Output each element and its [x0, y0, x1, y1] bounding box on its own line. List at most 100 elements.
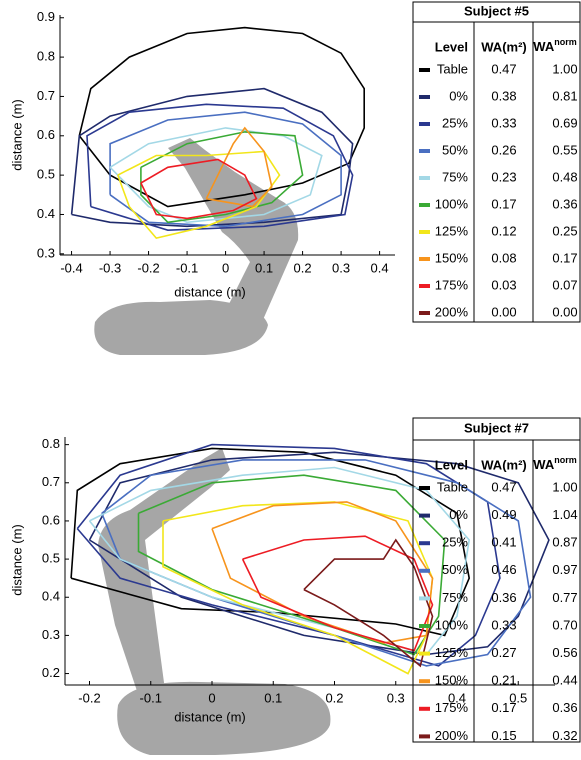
legend-swatch	[419, 679, 430, 684]
legend-label: 200%	[435, 728, 469, 743]
table-cell: 0.69	[552, 115, 577, 130]
table-cell: 0.38	[491, 88, 516, 103]
legend-swatch	[419, 176, 430, 180]
table-header: WAnorm	[533, 37, 576, 54]
x-tick-label: 0.2	[294, 260, 312, 275]
y-axis-label: distance (m)	[9, 524, 24, 596]
table-cell: 0.33	[491, 115, 516, 130]
y-tick-label: 0.7	[42, 474, 60, 489]
y-tick-label: 0.7	[37, 88, 55, 103]
table-cell: 0.81	[552, 88, 577, 103]
y-tick-label: 0.2	[42, 665, 60, 680]
workspace-contour	[109, 127, 323, 224]
y-tick-label: 0.5	[37, 167, 55, 182]
x-tick-label: 0.4	[371, 260, 389, 275]
legend-swatch	[419, 284, 430, 288]
table-cell: 0.36	[491, 590, 516, 605]
table-header: WAnorm	[533, 455, 576, 472]
table-cell: 0.36	[552, 700, 577, 715]
table-cell: 0.47	[491, 479, 516, 494]
workspace-contour	[109, 111, 342, 228]
table-cell: 0.26	[491, 142, 516, 157]
legend-label: 0%	[449, 88, 468, 103]
table-cell: 0.46	[491, 562, 516, 577]
x-tick-label: 0.3	[332, 260, 350, 275]
legend-swatch	[419, 513, 430, 518]
legend-swatch	[419, 311, 430, 315]
legend-label: 75%	[442, 169, 468, 184]
x-tick-label: -0.3	[99, 260, 121, 275]
table-cell: 0.00	[491, 304, 516, 319]
table-header: WA(m²)	[481, 39, 527, 54]
x-tick-label: 0.3	[387, 690, 405, 705]
header-base: WA	[533, 39, 555, 54]
x-tick-label: 0.2	[325, 690, 343, 705]
workspace-contour	[140, 131, 304, 224]
legend-label: 100%	[435, 196, 469, 211]
y-tick-label: 0.8	[42, 436, 60, 451]
x-axis-label: distance (m)	[174, 709, 246, 724]
workspace-contour	[78, 26, 365, 208]
legend-label: 175%	[435, 700, 469, 715]
table-border	[412, 417, 581, 743]
legend-label: Table	[437, 61, 468, 76]
legend-swatch	[419, 706, 430, 711]
y-tick-label: 0.3	[42, 627, 60, 642]
workspace-contour	[241, 535, 434, 652]
table-cell: 0.25	[552, 223, 577, 238]
table-header: Level	[435, 457, 468, 472]
x-tick-label: 0.5	[509, 690, 527, 705]
header-base: WA	[533, 457, 555, 472]
table-border	[412, 1, 581, 323]
y-tick-label: 0.3	[37, 245, 55, 260]
table-cell: 0.48	[552, 169, 577, 184]
table-cell: 0.77	[552, 590, 577, 605]
table-cell: 0.55	[552, 142, 577, 157]
y-tick-label: 0.6	[37, 127, 55, 142]
table-cell: 0.41	[491, 535, 516, 550]
table-cell: 0.17	[552, 250, 577, 265]
legend-label: 125%	[435, 223, 469, 238]
table-cell: 0.17	[491, 700, 516, 715]
table-cell: 0.44	[552, 673, 577, 688]
legend-label: Table	[437, 479, 468, 494]
legend-swatch	[419, 122, 430, 126]
legend-swatch	[419, 541, 430, 546]
legend-swatch	[419, 486, 430, 490]
table-cell: 0.97	[552, 562, 577, 577]
legend-label: 200%	[435, 304, 469, 319]
table-cell: 1.04	[552, 507, 577, 522]
legend-label: 75%	[442, 590, 468, 605]
legend-label: 100%	[435, 617, 469, 632]
workspace-contour	[70, 87, 354, 228]
table-cell: 0.56	[552, 645, 577, 660]
table-title: Subject #7	[464, 420, 529, 435]
legend-label: 175%	[435, 277, 469, 292]
workspace-contour	[205, 126, 273, 208]
legend-swatch	[419, 68, 430, 72]
header-sup: norm	[554, 37, 577, 47]
legend-swatch	[419, 149, 430, 153]
x-tick-label: 0	[208, 690, 215, 705]
table-cell: 0.49	[491, 507, 516, 522]
legend-swatch	[419, 230, 430, 234]
arm-silhouette	[94, 138, 299, 355]
legend-label: 0%	[449, 507, 468, 522]
table-cell: 0.32	[552, 728, 577, 743]
table-cell: 0.70	[552, 617, 577, 632]
x-tick-label: 0.1	[264, 690, 282, 705]
y-tick-label: 0.9	[37, 9, 55, 24]
legend-swatch	[419, 257, 430, 261]
x-tick-label: -0.1	[176, 260, 198, 275]
table-cell: 0.08	[491, 250, 516, 265]
legend-swatch	[419, 568, 430, 573]
table-cell: 0.12	[491, 223, 516, 238]
legend-label: 25%	[442, 535, 468, 550]
x-axis-label: distance (m)	[174, 284, 246, 299]
y-tick-label: 0.8	[37, 49, 55, 64]
table-header: Level	[435, 39, 468, 54]
legend-swatch	[419, 734, 430, 739]
legend-swatch	[419, 624, 430, 628]
workspace-contour	[76, 443, 501, 667]
